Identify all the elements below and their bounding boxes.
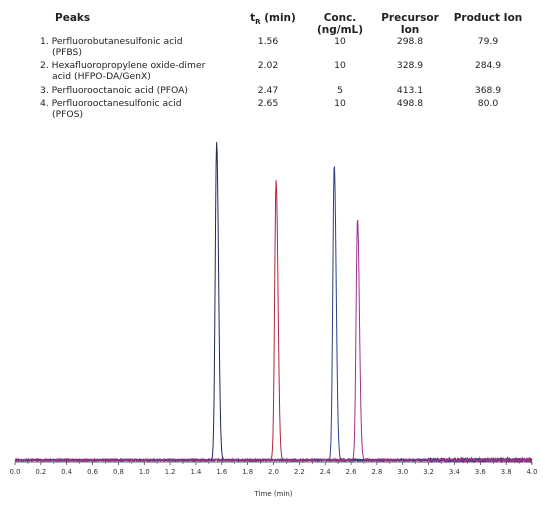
x-tick-label: 3.6 [475, 468, 486, 476]
x-tick-label: 4.0 [527, 468, 538, 476]
row-3-product: 368.9 [474, 85, 502, 96]
header-peaks: Peaks [55, 12, 91, 24]
x-tick-label: 2.8 [371, 468, 382, 476]
x-axis-label: Time (min) [253, 490, 292, 498]
x-tick-label: 0.6 [87, 468, 98, 476]
x-tick-label: 3.8 [501, 468, 512, 476]
row-3-precursor: 413.1 [396, 85, 424, 96]
row-2-product: 284.9 [474, 60, 502, 71]
x-tick-label: 3.4 [449, 468, 460, 476]
x-tick-label: 0.0 [10, 468, 21, 476]
x-tick-label: 1.4 [191, 468, 202, 476]
series-trace-4 [14, 219, 533, 464]
x-tick-label: 1.0 [139, 468, 150, 476]
x-axis-ticks: 0.0 0.2 0.4 0.6 0.8 1.0 1.2 1.4 1.6 1.8 2.0 2.2 2.4 2… [10, 462, 538, 476]
x-tick-label: 2.4 [320, 468, 331, 476]
row-3-conc: 5 [337, 85, 343, 96]
row-2-tr: 2.02 [257, 60, 279, 71]
chromatogram-chart: 0.0 0.2 0.4 0.6 0.8 1.0 1.2 1.4 1.6 1.8 2.0 2.2 2.4 2… [10, 142, 538, 498]
x-tick-label: 1.6 [216, 468, 227, 476]
row-4-product: 80.0 [477, 98, 499, 109]
x-tick-label: 2.6 [346, 468, 357, 476]
row-2-name: 2. Hexafluoropropylene oxide-dimer acid (… [40, 60, 206, 82]
row-2-precursor: 328.9 [396, 60, 424, 71]
row-4-name: 4. Perfluorooctanesulfonic acid (PFOS) [40, 98, 182, 120]
row-2-conc: 10 [334, 60, 346, 71]
x-tick-label: 3.2 [423, 468, 434, 476]
x-tick-label: 1.2 [165, 468, 176, 476]
row-1-product: 79.9 [477, 36, 499, 47]
x-tick-label: 0.4 [61, 468, 72, 476]
row-3-tr: 2.47 [257, 85, 279, 96]
series-trace-2 [14, 180, 533, 464]
x-tick-label: 0.8 [113, 468, 124, 476]
row-4-precursor: 498.8 [396, 98, 424, 109]
row-1-conc: 10 [334, 36, 346, 47]
series-traces [14, 142, 533, 464]
header-retention-time: tR (min) [250, 12, 296, 27]
row-4-tr: 2.65 [257, 98, 279, 109]
x-tick-label: 2.2 [294, 468, 305, 476]
header-concentration: Conc. (ng/mL) [316, 12, 364, 36]
row-1-tr: 1.56 [257, 36, 279, 47]
x-tick-label: 3.0 [397, 468, 408, 476]
x-tick-label: 1.8 [242, 468, 253, 476]
peak-table: Peaks tR (min) Conc. (ng/mL) Precursor Ion… [0, 0, 545, 130]
x-tick-label: 2.0 [268, 468, 279, 476]
x-tick-label: 0.2 [35, 468, 46, 476]
header-precursor-ion: Precursor Ion [381, 12, 439, 36]
row-4-conc: 10 [334, 98, 346, 109]
row-1-precursor: 298.8 [396, 36, 424, 47]
header-product-ion: Product Ion [453, 12, 523, 24]
row-3-name: 3. Perfluorooctanoic acid (PFOA) [40, 85, 188, 96]
row-1-name: 1. Perfluorobutanesulfonic acid (PFBS) [40, 36, 183, 58]
